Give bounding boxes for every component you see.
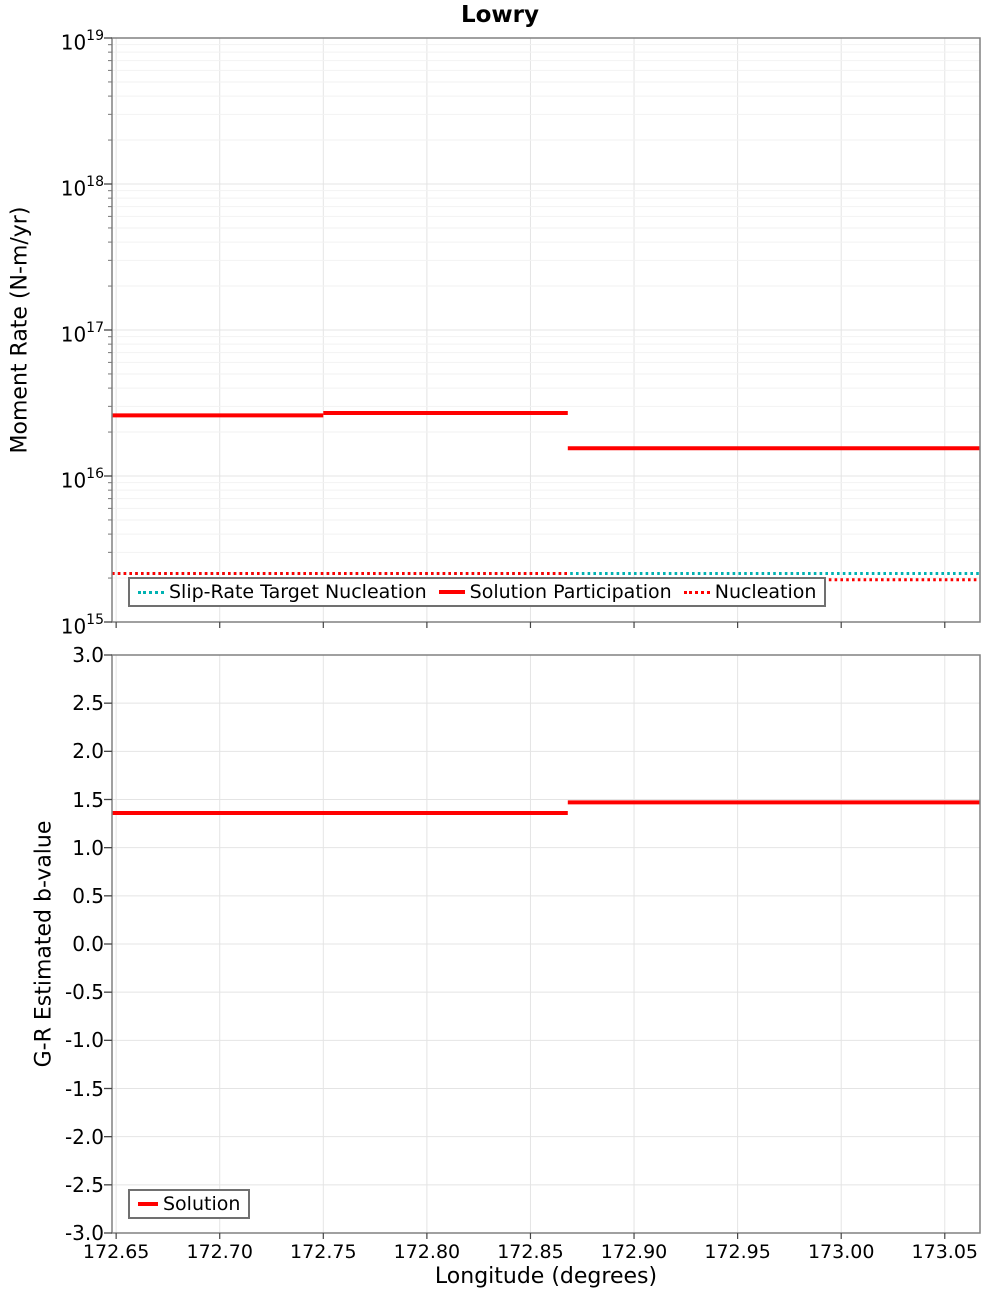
teal-dotted-line-swatch (138, 590, 164, 594)
legend-item-solution: Solution (138, 1193, 240, 1215)
legend-label: Solution (163, 1193, 241, 1215)
top-legend: Slip-Rate Target Nucleation Solution Par… (128, 577, 827, 607)
red-solid-line-swatch (138, 1202, 158, 1206)
legend-item-solution-participation: Solution Participation (438, 581, 672, 603)
bottom-y-axis-label: G-R Estimated b-value (31, 820, 57, 1068)
legend-item-slip-rate-target-nucleation: Slip-Rate Target Nucleation (138, 581, 427, 603)
x-axis-label: Longitude (degrees) (434, 1264, 658, 1289)
red-dotted-line-swatch (683, 590, 710, 594)
chart-title: Lowry (460, 2, 540, 28)
red-solid-line-swatch (438, 590, 465, 594)
legend-label: Solution Participation (469, 581, 672, 603)
legend-label: Slip-Rate Target Nucleation (169, 581, 427, 603)
legend-item-nucleation: Nucleation (683, 581, 817, 603)
top-y-axis-label: Moment Rate (N-m/yr) (7, 206, 33, 454)
bottom-legend: Solution (128, 1189, 251, 1219)
legend-label: Nucleation (714, 581, 817, 603)
